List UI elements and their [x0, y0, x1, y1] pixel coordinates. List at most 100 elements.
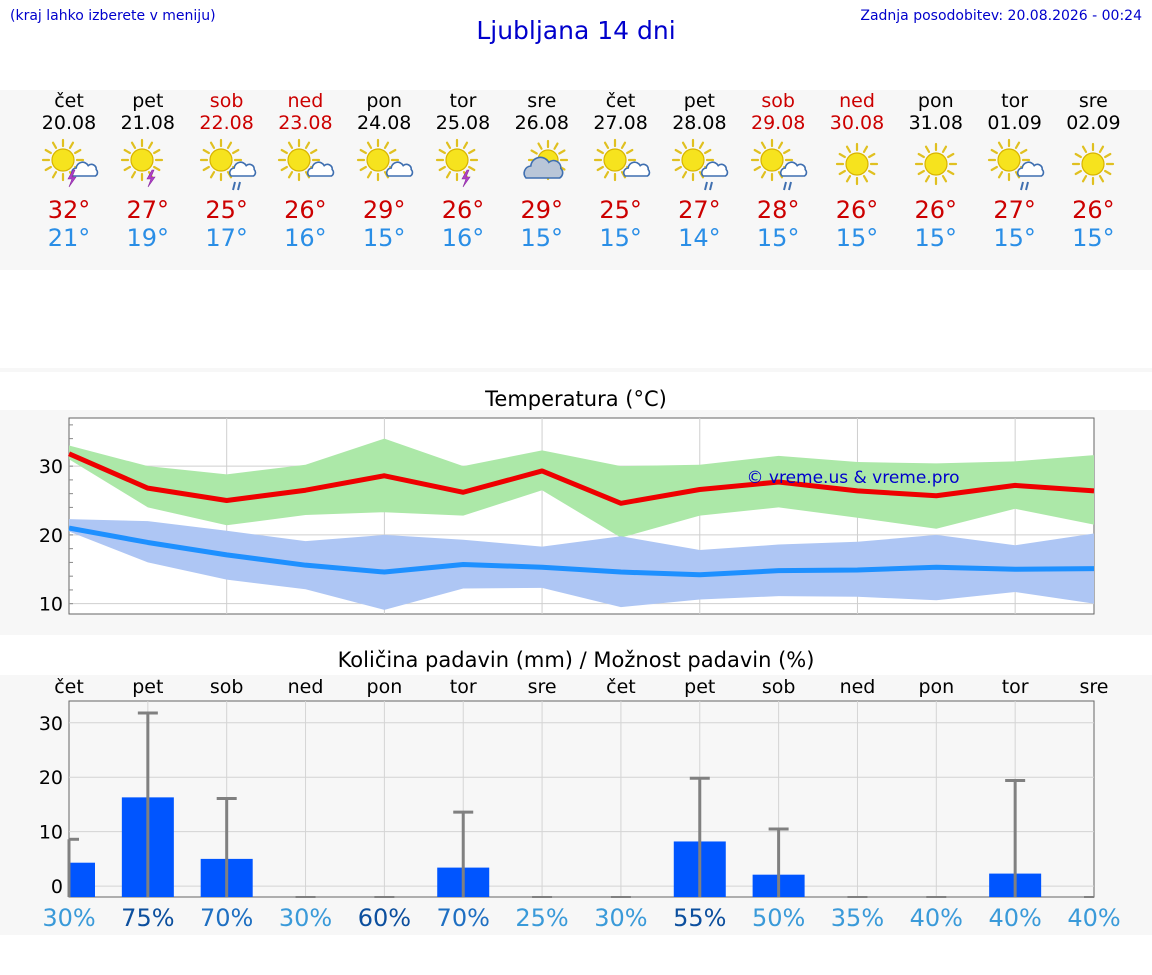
day-date: 20.08 — [41, 112, 97, 134]
max-temperature: 26° — [914, 196, 958, 224]
day-label: ned — [288, 676, 324, 698]
sun-behind-cloud-icon — [523, 139, 568, 181]
y-tick-label: 20 — [39, 767, 63, 789]
min-temperature: 16° — [441, 224, 485, 252]
day-label: tor — [1002, 676, 1029, 698]
min-temperature: 15° — [1072, 224, 1115, 252]
y-tick-label: 10 — [39, 822, 63, 844]
min-temperature: 15° — [756, 224, 800, 252]
min-temperature: 15° — [914, 224, 958, 252]
day-date: 21.08 — [120, 112, 175, 134]
min-temperature: 17° — [205, 224, 248, 252]
min-temperature: 15° — [599, 224, 642, 252]
sun-icon — [835, 142, 879, 186]
precipitation-probability: 35% — [831, 904, 884, 932]
precipitation-bar — [69, 862, 95, 897]
day-date: 31.08 — [908, 112, 963, 134]
forecast-day: pet 21.08 27° 19° — [108, 90, 188, 252]
precipitation-chart: čet pet sob ned pon tor sre čet pet sob ned pon tor s… — [39, 676, 1121, 932]
forecast-day: pon 24.08 29° 15° — [344, 90, 424, 252]
day-label: čet — [54, 676, 84, 698]
sun-cloud-rain-icon — [672, 138, 729, 191]
day-label: pon — [918, 676, 954, 698]
day-date: 30.08 — [829, 112, 885, 134]
day-name: sob — [209, 90, 244, 112]
day-name: tor — [449, 90, 477, 112]
watermark: © vreme.us & vreme.pro — [746, 468, 959, 488]
day-label: tor — [450, 676, 477, 698]
max-temperature: 27° — [678, 196, 721, 224]
day-date: 29.08 — [750, 112, 806, 134]
max-temperature: 26° — [284, 196, 327, 224]
min-temperature: 21° — [47, 224, 91, 252]
day-name: pet — [132, 90, 164, 112]
sun-thunder-icon — [120, 138, 163, 188]
day-name: tor — [1001, 90, 1029, 112]
min-temperature: 15° — [362, 224, 406, 252]
y-tick-label: 0 — [51, 876, 63, 898]
forecast-strip: čet 20.08 32° 21° pet 21.08 27° 19° sob 22.08 25° 1… — [0, 90, 1152, 270]
day-date: 24.08 — [356, 112, 412, 134]
forecast-day: sre 26.08 29° 15° — [502, 90, 582, 252]
precipitation-probability: 40% — [910, 904, 963, 932]
forecast-day: sob 22.08 25° 17° — [187, 90, 267, 252]
min-temperature: 15° — [993, 224, 1036, 252]
day-label: pon — [367, 676, 403, 698]
sun-cloud-rain-icon — [751, 138, 808, 191]
sun-cloud-thunder-icon — [41, 138, 99, 188]
day-label: pet — [684, 676, 715, 698]
day-name: čet — [54, 90, 84, 112]
day-name: sob — [761, 90, 795, 112]
max-temperature: 26° — [441, 196, 485, 224]
max-temperature: 27° — [993, 196, 1036, 224]
sun-thunder-icon — [435, 138, 479, 188]
day-label: čet — [606, 676, 636, 698]
min-temperature-line — [68, 525, 1095, 578]
day-label: ned — [840, 676, 876, 698]
last-updated: Zadnja posodobitev: 20.08.2026 - 00:24 — [860, 8, 1142, 24]
day-date: 28.08 — [672, 112, 727, 134]
min-temperature-range — [69, 519, 1094, 610]
sun-icon — [914, 142, 957, 186]
precipitation-probability: 60% — [358, 904, 411, 932]
y-tick-label: 20 — [39, 525, 63, 547]
day-label: sob — [210, 676, 244, 698]
sun-cloud-icon — [593, 138, 650, 182]
temperature-chart: 10 20 30 © vreme.us & vreme.pro — [39, 417, 1095, 616]
sun-cloud-icon — [278, 138, 335, 182]
max-temperature-line — [68, 451, 1095, 506]
separator-band — [0, 368, 1152, 372]
precipitation-probability: 30% — [42, 904, 95, 932]
day-date: 27.08 — [593, 112, 648, 134]
day-name: sre — [527, 90, 557, 112]
precipitation-chart-title: Količina padavin (mm) / Možnost padavin … — [337, 648, 815, 672]
day-date: 02.09 — [1066, 112, 1121, 134]
max-temperature: 25° — [205, 196, 248, 224]
sun-cloud-rain-icon — [199, 138, 256, 191]
day-name: pon — [366, 90, 403, 112]
min-temperature: 16° — [284, 224, 327, 252]
day-date: 01.09 — [987, 112, 1042, 134]
day-name: čet — [605, 90, 636, 112]
location-hint: (kraj lahko izberete v meniju) — [10, 8, 216, 24]
temperature-chart-title: Temperatura (°C) — [485, 387, 667, 411]
max-temperature: 26° — [835, 196, 879, 224]
sun-icon — [1072, 142, 1115, 186]
day-date: 26.08 — [514, 112, 569, 134]
forecast-day: pon 31.08 26° 15° — [896, 90, 976, 252]
forecast-day: pet 28.08 27° 14° — [659, 90, 739, 252]
day-date: 23.08 — [278, 112, 333, 134]
precipitation-probability: 50% — [752, 904, 805, 932]
min-temperature: 19° — [126, 224, 170, 252]
forecast-day: tor 25.08 26° 16° — [423, 90, 503, 252]
max-temperature: 29° — [362, 196, 406, 224]
precipitation-probability: 30% — [279, 904, 332, 932]
precipitation-probability: 70% — [437, 904, 490, 932]
forecast-day: čet 27.08 25° 15° — [581, 90, 661, 252]
day-date: 22.08 — [199, 112, 254, 134]
day-label: sre — [528, 676, 557, 698]
max-temperature: 27° — [126, 196, 170, 224]
forecast-day: sob 29.08 28° 15° — [738, 90, 818, 252]
day-label: sob — [762, 676, 796, 698]
max-temperature: 29° — [520, 196, 564, 224]
